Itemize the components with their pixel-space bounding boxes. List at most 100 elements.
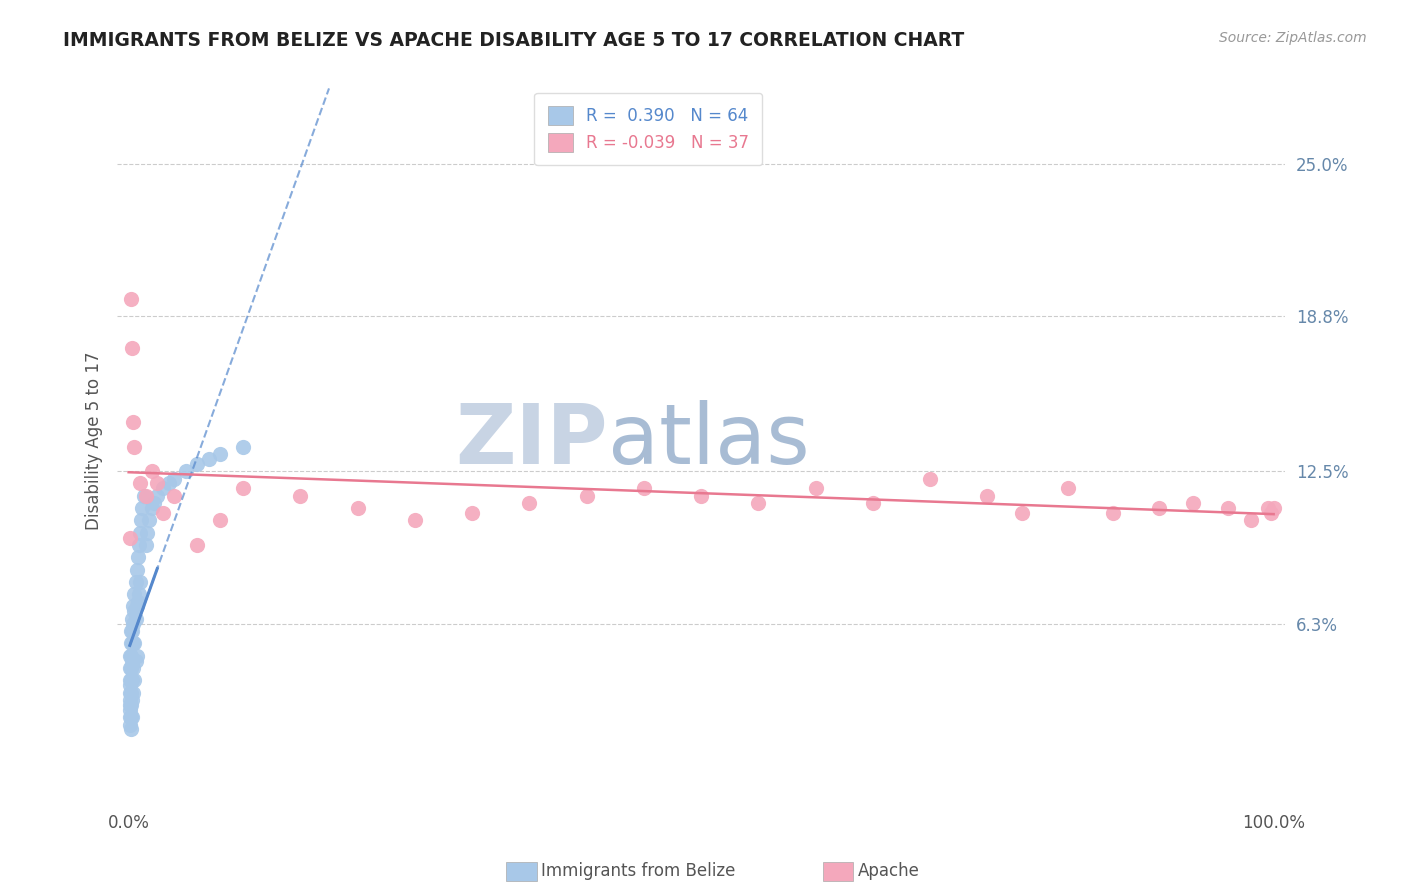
Point — [633, 481, 655, 495]
Point — [122, 616, 145, 631]
Point — [862, 496, 884, 510]
Point — [121, 673, 143, 688]
Point — [129, 574, 152, 589]
Point — [121, 654, 143, 668]
Point — [152, 481, 174, 495]
Text: Apache: Apache — [858, 863, 920, 880]
Point — [128, 587, 150, 601]
Point — [120, 685, 142, 699]
Point — [128, 538, 150, 552]
Point — [346, 501, 368, 516]
Point — [152, 506, 174, 520]
Point — [120, 723, 142, 737]
Point — [118, 648, 141, 663]
Point — [121, 341, 143, 355]
Point — [120, 661, 142, 675]
Point — [127, 594, 149, 608]
Point — [157, 476, 180, 491]
Point — [118, 531, 141, 545]
Point — [124, 612, 146, 626]
Point — [804, 481, 827, 495]
Point — [120, 636, 142, 650]
Point — [129, 513, 152, 527]
Point — [124, 587, 146, 601]
Y-axis label: Disability Age 5 to 17: Disability Age 5 to 17 — [86, 351, 103, 530]
Point — [519, 496, 541, 510]
Point — [118, 685, 141, 699]
Point — [209, 447, 232, 461]
Point — [121, 693, 143, 707]
Text: atlas: atlas — [607, 400, 810, 481]
Point — [118, 678, 141, 692]
Point — [118, 673, 141, 688]
Text: ZIP: ZIP — [456, 400, 607, 481]
Point — [1011, 506, 1033, 520]
Point — [127, 550, 149, 565]
Point — [1147, 501, 1170, 516]
Point — [197, 451, 219, 466]
Point — [120, 698, 142, 712]
Point — [209, 513, 232, 527]
Point — [120, 648, 142, 663]
Point — [141, 464, 163, 478]
Point — [136, 525, 159, 540]
Point — [122, 599, 145, 614]
Text: IMMIGRANTS FROM BELIZE VS APACHE DISABILITY AGE 5 TO 17 CORRELATION CHART: IMMIGRANTS FROM BELIZE VS APACHE DISABIL… — [63, 31, 965, 50]
Point — [1240, 513, 1263, 527]
Point — [186, 457, 208, 471]
Point — [120, 292, 142, 306]
Point — [120, 624, 142, 638]
Point — [122, 661, 145, 675]
Point — [124, 604, 146, 618]
Point — [125, 648, 148, 663]
Point — [232, 440, 254, 454]
Point — [920, 471, 942, 485]
Point — [146, 489, 169, 503]
Point — [186, 538, 208, 552]
Point — [121, 624, 143, 638]
Point — [118, 693, 141, 707]
Point — [129, 476, 152, 491]
Point — [120, 710, 142, 724]
Point — [125, 562, 148, 576]
Point — [1102, 506, 1125, 520]
Point — [122, 636, 145, 650]
Point — [142, 496, 165, 510]
Point — [124, 654, 146, 668]
Point — [1182, 496, 1205, 510]
Point — [118, 703, 141, 717]
Point — [124, 574, 146, 589]
Point — [290, 489, 312, 503]
Point — [124, 636, 146, 650]
Point — [121, 710, 143, 724]
Point — [976, 489, 998, 503]
Point — [118, 710, 141, 724]
Point — [404, 513, 426, 527]
Point — [124, 440, 146, 454]
Point — [461, 506, 484, 520]
Point — [121, 612, 143, 626]
Point — [125, 599, 148, 614]
Point — [138, 513, 160, 527]
Point — [132, 489, 155, 503]
Point — [124, 673, 146, 688]
Point — [163, 489, 186, 503]
Point — [118, 717, 141, 731]
Point — [121, 636, 143, 650]
Point — [232, 481, 254, 495]
Point — [1263, 501, 1285, 516]
Point — [1257, 501, 1279, 516]
Legend: R =  0.390   N = 64, R = -0.039   N = 37: R = 0.390 N = 64, R = -0.039 N = 37 — [534, 93, 762, 165]
Point — [747, 496, 769, 510]
Point — [690, 489, 713, 503]
Point — [131, 501, 153, 516]
Point — [141, 501, 163, 516]
Point — [1056, 481, 1078, 495]
Point — [122, 415, 145, 429]
Point — [135, 538, 157, 552]
Point — [1216, 501, 1239, 516]
Point — [1260, 506, 1282, 520]
Point — [163, 471, 186, 485]
Text: Source: ZipAtlas.com: Source: ZipAtlas.com — [1219, 31, 1367, 45]
Point — [174, 464, 197, 478]
